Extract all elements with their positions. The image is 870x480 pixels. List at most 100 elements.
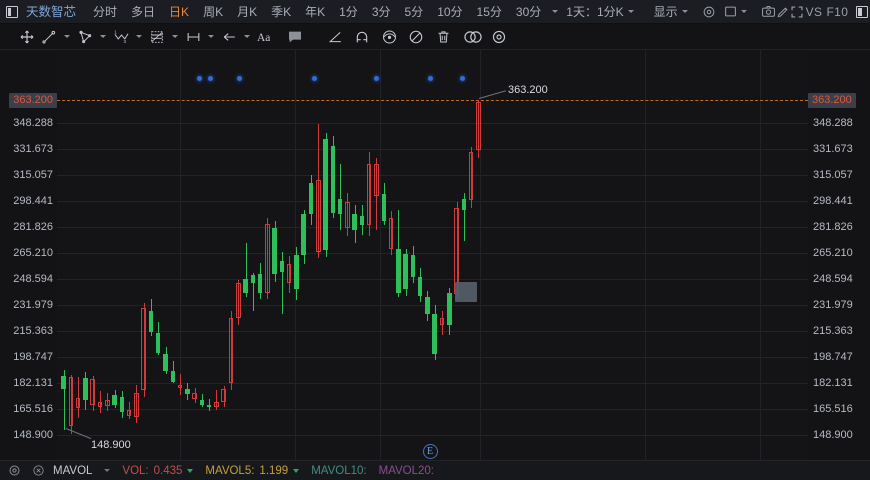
panel-toggle-icon[interactable] xyxy=(0,0,20,24)
sidebar-panel-icon[interactable] xyxy=(850,0,870,24)
indicator-key-1: MAVOL5: xyxy=(205,464,255,477)
comment-bubble-icon[interactable] xyxy=(284,24,306,50)
indicator-close-icon[interactable] xyxy=(28,461,48,480)
layout-square-icon[interactable] xyxy=(716,0,753,24)
chevron-down-icon[interactable] xyxy=(136,35,142,38)
camera-icon[interactable] xyxy=(761,0,776,24)
event-marker-dot-1[interactable] xyxy=(207,75,213,81)
price-axis-right[interactable]: 363.200 348.288 331.673 315.057 298.441 281.8… xyxy=(808,50,870,460)
candle-body xyxy=(141,308,146,390)
event-marker-dot-4[interactable] xyxy=(373,75,379,81)
angle-measure-icon[interactable] xyxy=(324,24,346,50)
candle-wick xyxy=(478,100,479,159)
chevron-down-icon[interactable] xyxy=(104,469,111,472)
pencil-icon[interactable] xyxy=(776,0,790,24)
price-axis-tick-left-5: 281.826 xyxy=(13,221,53,234)
multi-chart-dropdown[interactable]: 1天：1分K xyxy=(558,0,639,24)
fullscreen-icon[interactable] xyxy=(790,0,804,24)
chevron-down-icon[interactable] xyxy=(552,10,559,13)
candle-wick xyxy=(224,386,225,407)
period-tab-9[interactable]: 5分 xyxy=(404,4,424,19)
price-axis-tick-left-10: 198.747 xyxy=(13,351,53,364)
candle-wick xyxy=(209,398,210,412)
candlestick-plot[interactable]: 363.200 148.900 E xyxy=(57,50,808,460)
fibonacci-retracement-icon[interactable] xyxy=(146,24,168,50)
candle-wick xyxy=(144,302,145,398)
horizontal-range-tool[interactable] xyxy=(182,24,218,50)
wave-elliott-icon[interactable]: 1 3 xyxy=(110,24,132,50)
chart-area[interactable]: 363.200 348.288 331.673 315.057 298.441 281.8… xyxy=(0,50,870,460)
period-tab-11[interactable]: 15分 xyxy=(476,4,502,19)
period-tab-6[interactable]: 年K xyxy=(305,4,326,19)
polygon-shape-icon[interactable] xyxy=(74,24,96,50)
candle-wick xyxy=(340,164,341,231)
lock-disable-icon[interactable] xyxy=(405,24,427,50)
line-segment-icon[interactable] xyxy=(38,24,60,50)
period-tab-8[interactable]: 3分 xyxy=(371,4,391,19)
period-tab-12[interactable]: 30分 xyxy=(515,4,542,19)
link-sync-icon[interactable] xyxy=(460,24,486,50)
candle-wick xyxy=(216,390,217,410)
display-dropdown[interactable]: 显示 xyxy=(640,0,694,24)
candle-body xyxy=(83,377,88,401)
price-axis-tick-left-12: 165.516 xyxy=(13,403,53,416)
period-tab-2[interactable]: 日K xyxy=(169,4,190,19)
selection-highlight-box[interactable] xyxy=(455,282,477,302)
candle-body xyxy=(134,392,139,417)
period-tab-5[interactable]: 季K xyxy=(271,4,292,19)
event-marker-dot-0[interactable] xyxy=(196,75,202,81)
wave-elliott-tool[interactable]: 1 3 xyxy=(110,24,146,50)
candle-body xyxy=(236,283,241,318)
candle-body xyxy=(294,255,299,290)
grid-line-vertical xyxy=(760,50,761,460)
horizontal-range-icon[interactable] xyxy=(182,24,204,50)
visibility-eye-icon[interactable] xyxy=(378,24,400,50)
chevron-down-icon[interactable] xyxy=(244,35,250,38)
chevron-down-icon[interactable] xyxy=(64,35,70,38)
arrow-tool[interactable] xyxy=(218,24,254,50)
period-tab-10[interactable]: 10分 xyxy=(437,4,463,19)
period-tab-3[interactable]: 周K xyxy=(203,4,224,19)
candle-body xyxy=(155,333,161,353)
event-marker-dot-6[interactable] xyxy=(459,75,465,81)
candle-wick xyxy=(376,158,377,231)
chevron-down-icon[interactable] xyxy=(100,35,106,38)
fibonacci-tool[interactable] xyxy=(146,24,182,50)
period-tab-7[interactable]: 1分 xyxy=(339,4,358,19)
period-tab-4[interactable]: 月K xyxy=(237,4,258,19)
indicator-settings-icon[interactable] xyxy=(4,461,24,480)
price-axis-tick-left-2: 331.673 xyxy=(13,143,53,156)
candle-body xyxy=(97,402,103,407)
event-marker-dot-2[interactable] xyxy=(236,75,242,81)
magnet-icon[interactable] xyxy=(351,24,373,50)
f10-button[interactable]: F10 xyxy=(826,4,849,19)
chevron-down-icon[interactable] xyxy=(208,35,214,38)
event-marker-dot-3[interactable] xyxy=(311,75,317,81)
vs-button[interactable]: VS xyxy=(805,4,823,19)
trash-delete-icon[interactable] xyxy=(432,24,454,50)
tool-settings-gear-icon[interactable] xyxy=(488,24,510,50)
period-tab-0[interactable]: 分时 xyxy=(93,4,118,19)
line-segment-tool[interactable] xyxy=(38,24,74,50)
chevron-down-icon[interactable] xyxy=(172,35,178,38)
event-marker-dot-5[interactable] xyxy=(427,75,433,81)
candle-body xyxy=(119,396,125,413)
polygon-shape-tool[interactable] xyxy=(74,24,110,50)
indicator-name-label[interactable]: MAVOL xyxy=(53,464,93,477)
stock-name-label[interactable]: 天数智芯 xyxy=(26,4,77,19)
candle-body xyxy=(468,151,474,201)
earnings-event-badge[interactable]: E xyxy=(422,443,438,459)
candle-body xyxy=(148,311,154,333)
candle-body xyxy=(221,388,226,402)
text-tool-icon[interactable]: Aa xyxy=(254,24,280,50)
price-axis-tick-right-5: 281.826 xyxy=(813,221,853,234)
price-axis-left[interactable]: 363.200 348.288 331.673 315.057 298.441 281.8… xyxy=(0,50,57,460)
period-tab-1[interactable]: 多日 xyxy=(131,4,156,19)
candle-body xyxy=(461,198,467,210)
candle-wick xyxy=(71,375,72,435)
display-label: 显示 xyxy=(653,4,678,19)
svg-text:3: 3 xyxy=(123,38,126,43)
arrow-left-icon[interactable] xyxy=(218,24,240,50)
move-crosshair-icon[interactable] xyxy=(16,24,38,50)
gear-icon[interactable] xyxy=(702,0,716,24)
